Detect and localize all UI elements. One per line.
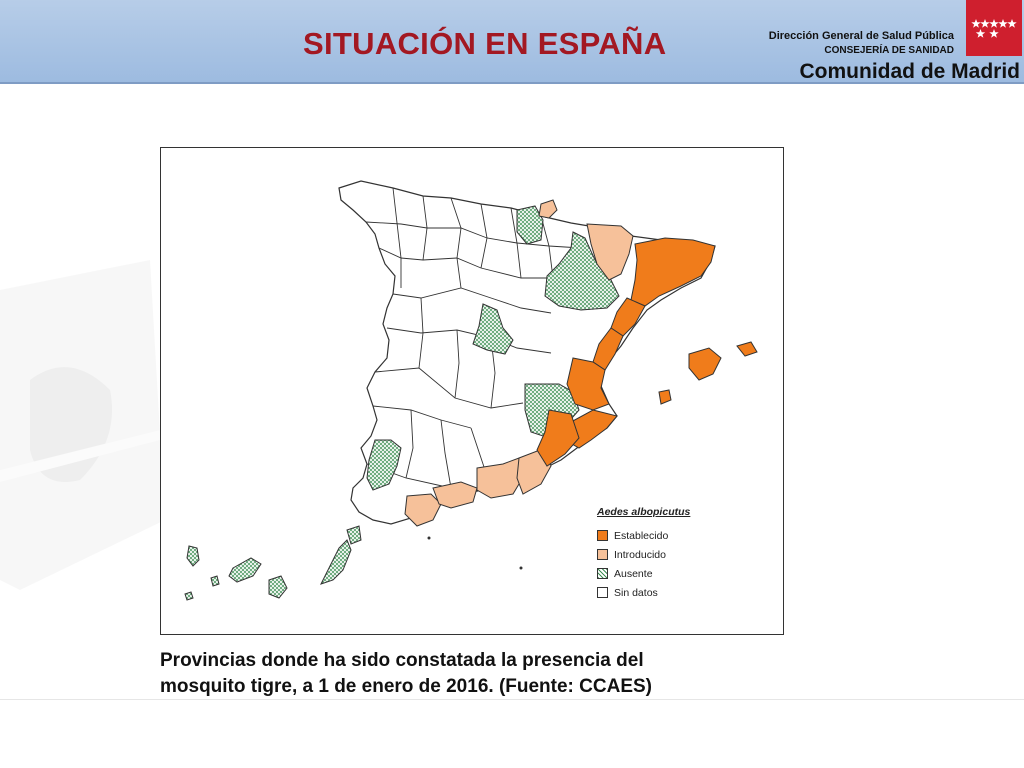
province-huesca-intro <box>586 223 634 281</box>
island-tenerife <box>228 557 262 583</box>
province-malaga-intro <box>432 481 478 509</box>
legend-title: Aedes albopicutus <box>597 506 691 518</box>
caption-line-2: mosquito tigre, a 1 de enero de 2016. (F… <box>160 676 652 697</box>
establecido-regions <box>536 237 758 467</box>
legend-item-introducido: Introducido <box>597 545 767 564</box>
legend-swatch-introducido <box>597 549 608 560</box>
island-fuerteventura <box>320 539 352 585</box>
introducido-regions <box>404 199 634 527</box>
map-caption: Provincias donde ha sido constatada la p… <box>160 648 780 700</box>
org-name: Dirección General de Salud Pública <box>768 30 954 42</box>
madrid-flag-logo <box>966 0 1022 56</box>
province-murcia-est <box>536 409 580 467</box>
ausente-regions <box>366 205 620 491</box>
slide-title: SITUACIÓN EN ESPAÑA <box>303 26 667 61</box>
island-la-palma <box>186 545 200 567</box>
legend-item-establecido: Establecido <box>597 526 767 545</box>
ceuta-dot <box>427 536 431 540</box>
island-mallorca-est <box>688 347 722 381</box>
legend-item-sin-datos: Sin datos <box>597 583 767 602</box>
canary-islands <box>184 525 362 601</box>
footer-divider <box>0 699 1024 700</box>
legend-label: Introducido <box>614 548 666 561</box>
map-frame: Aedes albopicutus Establecido Introducid… <box>160 147 784 635</box>
legend-swatch-ausente <box>597 568 608 579</box>
legend-label: Sin datos <box>614 586 658 599</box>
map-legend: Aedes albopicutus Establecido Introducid… <box>597 506 767 602</box>
province-huelva-hatch <box>366 439 402 491</box>
stars-icon <box>971 19 1017 38</box>
province-navarra-hatch <box>516 205 544 245</box>
org-department: CONSEJERÍA DE SANIDAD <box>824 45 954 56</box>
island-el-hierro <box>184 591 194 601</box>
legend-swatch-sin-datos <box>597 587 608 598</box>
province-cadiz-intro <box>404 493 442 527</box>
spain-province-map <box>184 180 758 601</box>
legend-label: Establecido <box>614 529 669 542</box>
background-decoration <box>0 260 165 590</box>
province-catalonia-est <box>630 237 716 307</box>
legend-item-ausente: Ausente <box>597 564 767 583</box>
caption-line-1: Provincias donde ha sido constatada la p… <box>160 650 644 671</box>
melilla-dot <box>519 566 523 570</box>
legend-swatch-establecido <box>597 530 608 541</box>
island-la-gomera <box>210 575 220 587</box>
island-gran-canaria <box>268 575 288 599</box>
province-gipuzkoa-intro <box>538 199 558 219</box>
legend-label: Ausente <box>614 567 653 580</box>
province-valencia-est <box>566 357 610 411</box>
province-madrid-hatch <box>472 303 514 355</box>
province-zaragoza-hatch <box>544 231 620 311</box>
island-lanzarote <box>346 525 362 545</box>
org-region: Comunidad de Madrid <box>799 60 1021 83</box>
island-ibiza-est <box>658 389 672 405</box>
header-band <box>0 0 1024 84</box>
island-menorca-est <box>736 341 758 357</box>
